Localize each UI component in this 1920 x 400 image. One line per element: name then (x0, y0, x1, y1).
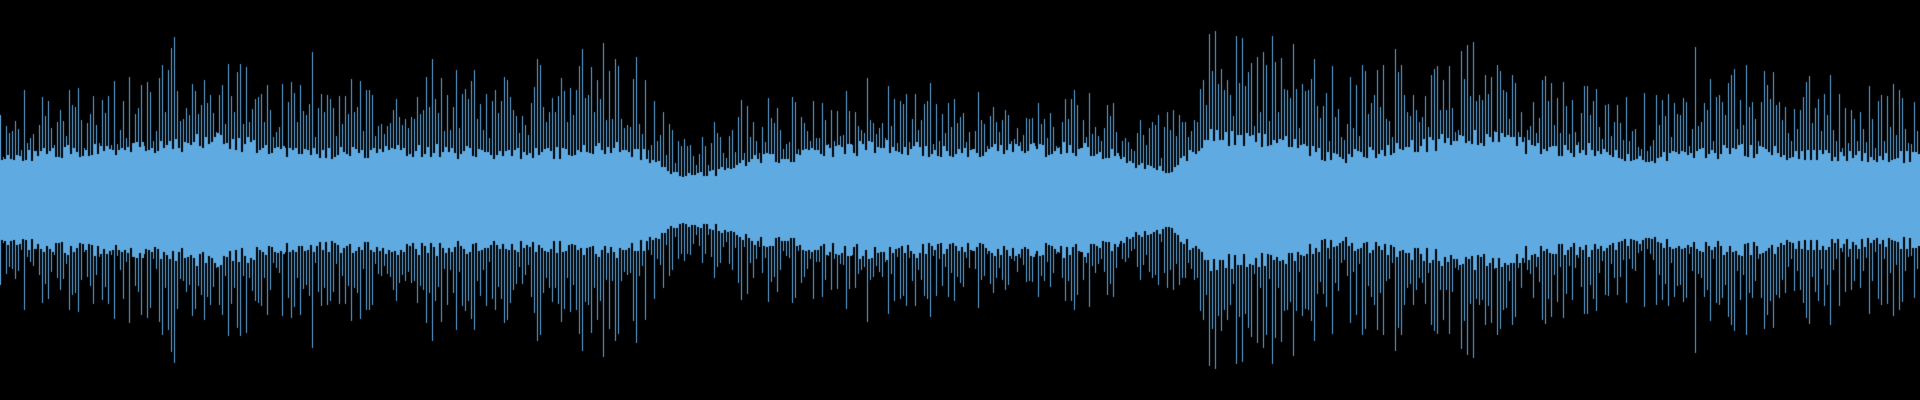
audio-waveform-canvas[interactable] (0, 0, 1920, 400)
waveform-viewer[interactable] (0, 0, 1920, 400)
